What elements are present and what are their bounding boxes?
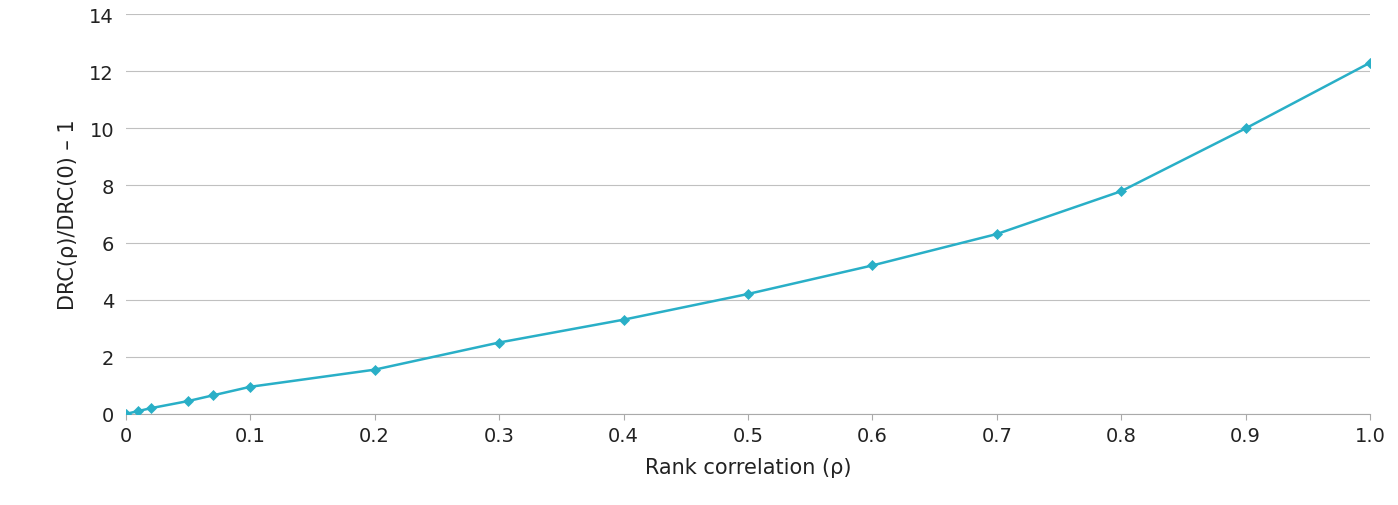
Y-axis label: DRC(ρ)/DRC(0) – 1: DRC(ρ)/DRC(0) – 1 — [59, 120, 78, 310]
X-axis label: Rank correlation (ρ): Rank correlation (ρ) — [644, 457, 851, 477]
